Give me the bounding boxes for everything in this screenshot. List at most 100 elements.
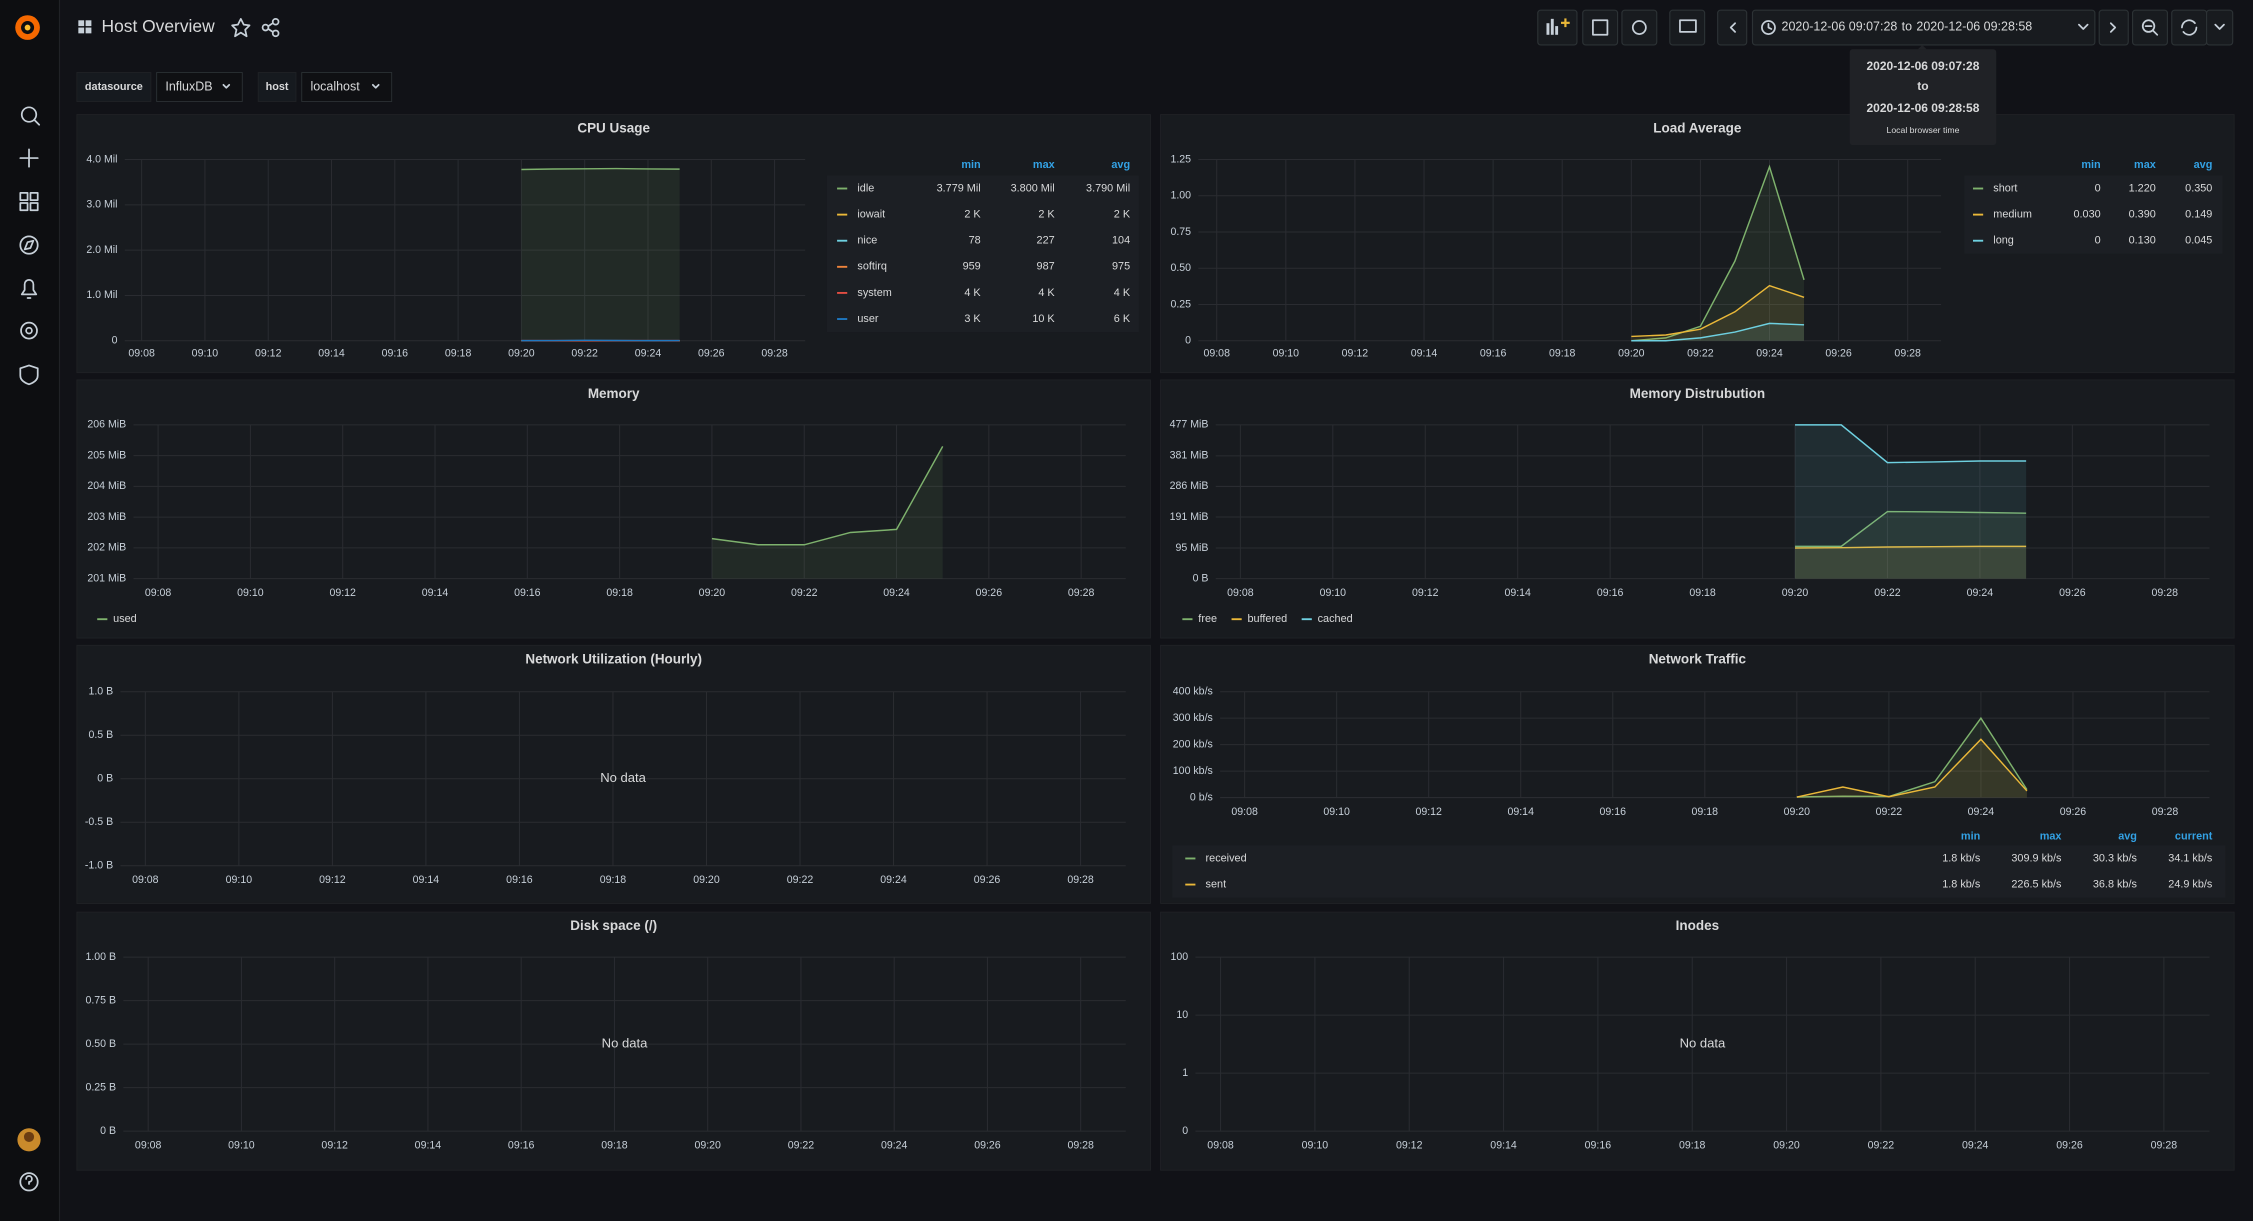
add-panel-icon [1546, 18, 1570, 35]
series-line [1796, 716, 2028, 798]
panel-title: Memory Distrubution [1630, 386, 1765, 401]
panel-title: Inodes [1676, 918, 1719, 933]
series-area [1631, 285, 1805, 341]
alerting-icon[interactable] [20, 279, 38, 299]
legend-value: 4 K [1114, 287, 1131, 299]
series-area [1796, 739, 2027, 798]
legend-bg [826, 175, 1139, 333]
explore-icon[interactable] [19, 235, 39, 255]
dashboard-title[interactable]: Host Overview [102, 16, 216, 36]
legend-value: 226.5 kb/s [2011, 878, 2062, 890]
settings-button[interactable] [1621, 9, 1658, 46]
legend-name: used [113, 613, 137, 625]
panels: CPU Usage 09:08 09:10 09:12 09:14 09:16 09:18 0… [76, 114, 2235, 1171]
y-tick-label: 1.0 B [88, 686, 113, 698]
top-bar: Host Overview 2020-12-06 09:07:28 to 2020-… [78, 9, 2234, 46]
save-button[interactable] [1582, 9, 1619, 46]
grafana-logo[interactable] [15, 15, 40, 40]
variables-bar: datasource InfluxDB host localhost [76, 72, 393, 102]
legend-header: max [2040, 831, 2062, 843]
legend-header: min [2081, 159, 2100, 171]
x-tick-label: 09:14 [318, 348, 345, 360]
x-tick-label: 09:28 [1068, 587, 1095, 599]
y-tick-label: 3.0 Mil [86, 199, 117, 211]
legend-value: 959 [963, 261, 981, 273]
legend-value: 0.130 [2129, 235, 2156, 247]
user-avatar[interactable] [17, 1128, 41, 1152]
x-tick-label: 09:08 [1231, 806, 1258, 818]
x-tick-label: 09:08 [1207, 1139, 1234, 1151]
legend-header: avg [1111, 159, 1130, 171]
legend-value: 78 [969, 235, 981, 247]
time-range[interactable]: 2020-12-06 09:07:28 to 2020-12-06 09:28:58 [1782, 20, 2033, 34]
x-tick-label: 09:14 [1507, 806, 1534, 818]
x-tick-label: 09:20 [693, 874, 720, 886]
panel [1160, 379, 2235, 639]
zoom-out-button[interactable] [2132, 9, 2168, 46]
legend-value: 3.800 Mil [1011, 182, 1055, 194]
x-tick-label: 09:24 [1967, 587, 1994, 599]
y-tick-label: 10 [1176, 1009, 1188, 1021]
no-data: No data [600, 770, 646, 785]
series-area [1631, 323, 1805, 341]
series-line [1795, 545, 2027, 549]
configuration-icon[interactable] [20, 321, 38, 340]
dropdown-caret [371, 83, 380, 89]
x-tick-label: 09:10 [1323, 806, 1350, 818]
x-tick-label: 09:12 [319, 874, 346, 886]
x-tick-label: 09:28 [2151, 1139, 2178, 1151]
create-icon[interactable] [19, 148, 39, 168]
y-tick-label: 0.5 B [88, 729, 113, 741]
refresh-interval-button[interactable] [2205, 9, 2234, 46]
server-admin-icon[interactable] [19, 364, 39, 386]
variable-label: datasource [85, 81, 143, 93]
panel-title: Network Utilization (Hourly) [525, 651, 702, 666]
x-tick-label: 09:18 [1549, 348, 1576, 360]
no-data: No data [602, 1036, 648, 1051]
panel [76, 379, 1151, 639]
time-back-button[interactable] [1717, 9, 1748, 46]
legend-name: buffered [1248, 613, 1288, 625]
x-tick-label: 09:24 [1968, 806, 1995, 818]
y-tick-label: 286 MiB [1170, 480, 1209, 492]
x-tick-label: 09:08 [1227, 587, 1254, 599]
x-tick-label: 09:22 [1687, 348, 1714, 360]
tooltip-separator: to [1917, 79, 1928, 93]
legend-value: 975 [1112, 261, 1130, 273]
legend-header: current [2175, 831, 2213, 843]
dashboards-icon[interactable] [19, 191, 39, 212]
help-icon[interactable] [19, 1172, 39, 1192]
x-tick-label: 09:10 [226, 874, 253, 886]
legend-header: avg [2194, 159, 2213, 171]
legend-name: received [1206, 852, 1247, 864]
x-tick-label: 09:26 [698, 348, 725, 360]
y-tick-label: 205 MiB [87, 449, 126, 461]
x-tick-label: 09:24 [881, 1139, 908, 1151]
legend-value: 3 K [964, 313, 981, 325]
x-tick-label: 09:10 [237, 587, 264, 599]
series-line [711, 446, 944, 546]
x-tick-label: 09:14 [413, 874, 440, 886]
share-button[interactable] [261, 17, 280, 38]
series-area [1795, 546, 2027, 579]
legend-name: idle [857, 182, 874, 194]
y-tick-label: 0.25 [1170, 298, 1191, 310]
time-forward-button[interactable] [2098, 9, 2129, 46]
dropdown-caret [222, 83, 231, 89]
refresh-button[interactable] [2171, 9, 2208, 46]
chevron-left [1729, 22, 1736, 33]
tv-mode-button[interactable] [1669, 9, 1706, 46]
star-button[interactable] [231, 17, 251, 38]
x-tick-label: 09:22 [1868, 1139, 1895, 1151]
y-tick-label: 1.00 B [85, 951, 116, 963]
search-icon[interactable] [20, 106, 41, 126]
variable-value: InfluxDB [165, 79, 212, 93]
time-from: 2020-12-06 09:07:28 [1782, 20, 1898, 34]
x-tick-label: 09:18 [445, 348, 472, 360]
legend-value: 987 [1037, 261, 1055, 273]
x-tick-label: 09:28 [2152, 806, 2179, 818]
time-picker[interactable] [1751, 9, 2096, 46]
y-tick-label: 100 kb/s [1173, 765, 1213, 777]
x-tick-label: 09:24 [883, 587, 910, 599]
x-tick-label: 09:18 [600, 874, 627, 886]
